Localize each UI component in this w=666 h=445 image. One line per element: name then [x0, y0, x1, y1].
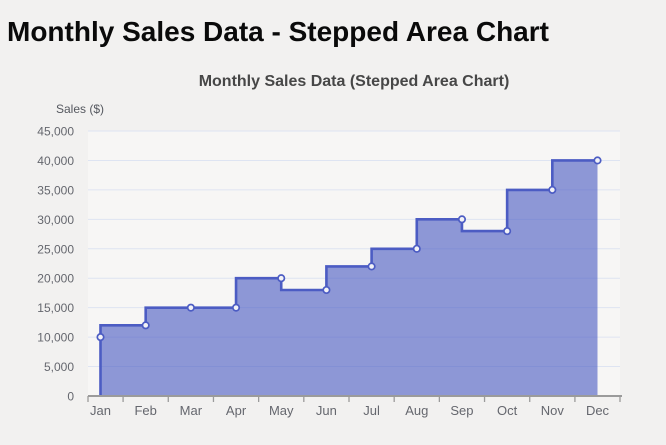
x-tick-label: May: [269, 403, 294, 418]
x-tick-label: Oct: [497, 403, 518, 418]
data-point-feb[interactable]: [142, 322, 148, 328]
data-point-oct[interactable]: [504, 228, 510, 234]
x-tick-label: Sep: [450, 403, 473, 418]
data-point-apr[interactable]: [233, 304, 239, 310]
x-tick-label: Aug: [405, 403, 428, 418]
y-tick-label: 0: [67, 390, 74, 404]
y-tick-label: 20,000: [37, 272, 74, 286]
data-point-aug[interactable]: [414, 246, 420, 252]
data-point-jun[interactable]: [323, 287, 329, 293]
x-tick-label: Jan: [90, 403, 111, 418]
data-point-mar[interactable]: [188, 304, 194, 310]
y-tick-label: 5,000: [44, 360, 74, 374]
x-tick-label: Feb: [134, 403, 156, 418]
y-tick-label: 25,000: [37, 242, 74, 256]
y-tick-label: 30,000: [37, 213, 74, 227]
y-tick-label: 40,000: [37, 154, 74, 168]
y-tick-label: 15,000: [37, 301, 74, 315]
x-tick-label: Nov: [541, 403, 565, 418]
data-point-nov[interactable]: [549, 187, 555, 193]
y-tick-label: 35,000: [37, 183, 74, 197]
data-point-jul[interactable]: [368, 263, 374, 269]
x-tick-label: Jun: [316, 403, 337, 418]
x-tick-label: Dec: [586, 403, 610, 418]
x-tick-label: Jul: [363, 403, 380, 418]
x-tick-label: Apr: [226, 403, 247, 418]
x-tick-label: Mar: [180, 403, 203, 418]
stepped-area-chart: 0 5,000 10,000 15,000 20,000 25,000 30,000 35,0…: [0, 0, 666, 445]
data-point-jan[interactable]: [97, 334, 103, 340]
y-tick-label: 10,000: [37, 331, 74, 345]
y-tick-label: 45,000: [37, 125, 74, 139]
data-point-sep[interactable]: [459, 216, 465, 222]
data-point-may[interactable]: [278, 275, 284, 281]
data-point-dec[interactable]: [594, 157, 600, 163]
